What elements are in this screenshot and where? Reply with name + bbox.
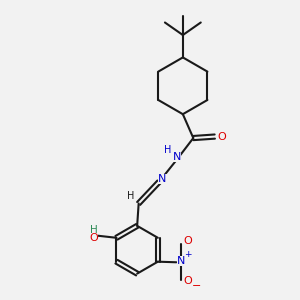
Text: H: H <box>164 145 171 155</box>
Text: N: N <box>158 174 167 184</box>
Text: N: N <box>172 152 181 163</box>
Text: H: H <box>90 225 98 235</box>
Text: O: O <box>184 236 192 246</box>
Text: −: − <box>192 281 201 291</box>
Text: N: N <box>177 256 186 266</box>
Text: O: O <box>184 276 192 286</box>
Text: H: H <box>127 191 134 201</box>
Text: +: + <box>184 250 192 259</box>
Text: O: O <box>217 132 226 142</box>
Text: O: O <box>89 233 98 243</box>
